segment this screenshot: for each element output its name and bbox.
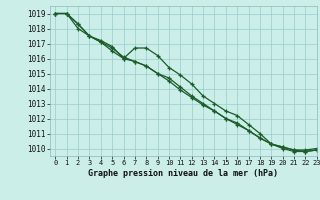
X-axis label: Graphe pression niveau de la mer (hPa): Graphe pression niveau de la mer (hPa) xyxy=(88,169,278,178)
